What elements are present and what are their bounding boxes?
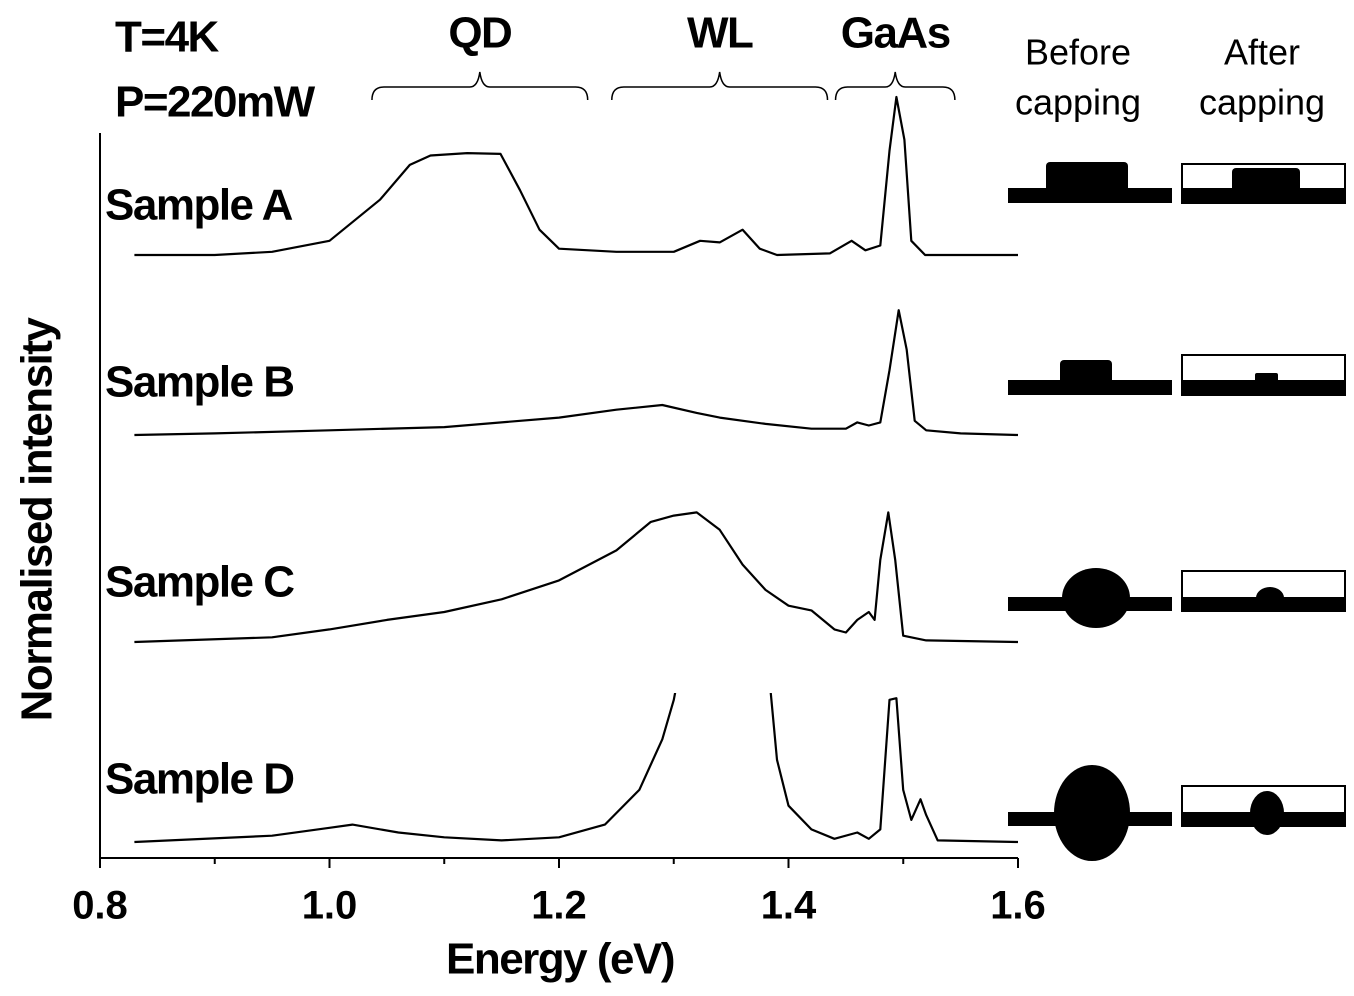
island [1255, 373, 1278, 382]
island [1062, 568, 1130, 628]
schematic-label: Before [1025, 32, 1131, 73]
substrate [1181, 188, 1345, 203]
island [1060, 360, 1112, 384]
region-brace [371, 71, 589, 101]
schematic-label: capping [1199, 82, 1325, 123]
schematic-label: capping [1015, 82, 1141, 123]
x-tick-label: 1.4 [761, 884, 817, 928]
schematic-label: After [1224, 32, 1300, 73]
sample-label: Sample B [105, 358, 294, 407]
region-brace [834, 71, 956, 101]
island [1232, 168, 1300, 192]
substrate [1008, 380, 1172, 395]
sample-label: Sample C [105, 558, 294, 607]
x-tick-label: 1.2 [531, 884, 587, 928]
y-axis-label: Normalised intensity [13, 317, 62, 722]
island [1046, 162, 1128, 192]
substrate [1181, 380, 1345, 395]
spectrum-line [134, 693, 1019, 844]
spectrum-line [134, 95, 1018, 257]
temperature: T=4K [115, 13, 220, 62]
x-axis-label: Energy (eV) [446, 935, 674, 984]
spectrum-line [134, 309, 1019, 437]
sample-label: Sample D [105, 755, 294, 804]
region-label: WL [687, 9, 753, 58]
x-tick-label: 0.8 [72, 884, 128, 928]
x-tick-label: 1.0 [302, 884, 358, 928]
schematic [1008, 162, 1346, 861]
sample-label: Sample A [105, 181, 293, 230]
x-tick-label: 1.6 [990, 884, 1046, 928]
region-label: GaAs [841, 9, 950, 58]
island [1250, 791, 1284, 835]
island [1256, 587, 1284, 609]
region-brace [611, 71, 829, 101]
region-label: QD [448, 9, 511, 58]
spectrum-line [134, 511, 1019, 644]
island [1054, 765, 1130, 861]
power: P=220mW [115, 78, 316, 127]
